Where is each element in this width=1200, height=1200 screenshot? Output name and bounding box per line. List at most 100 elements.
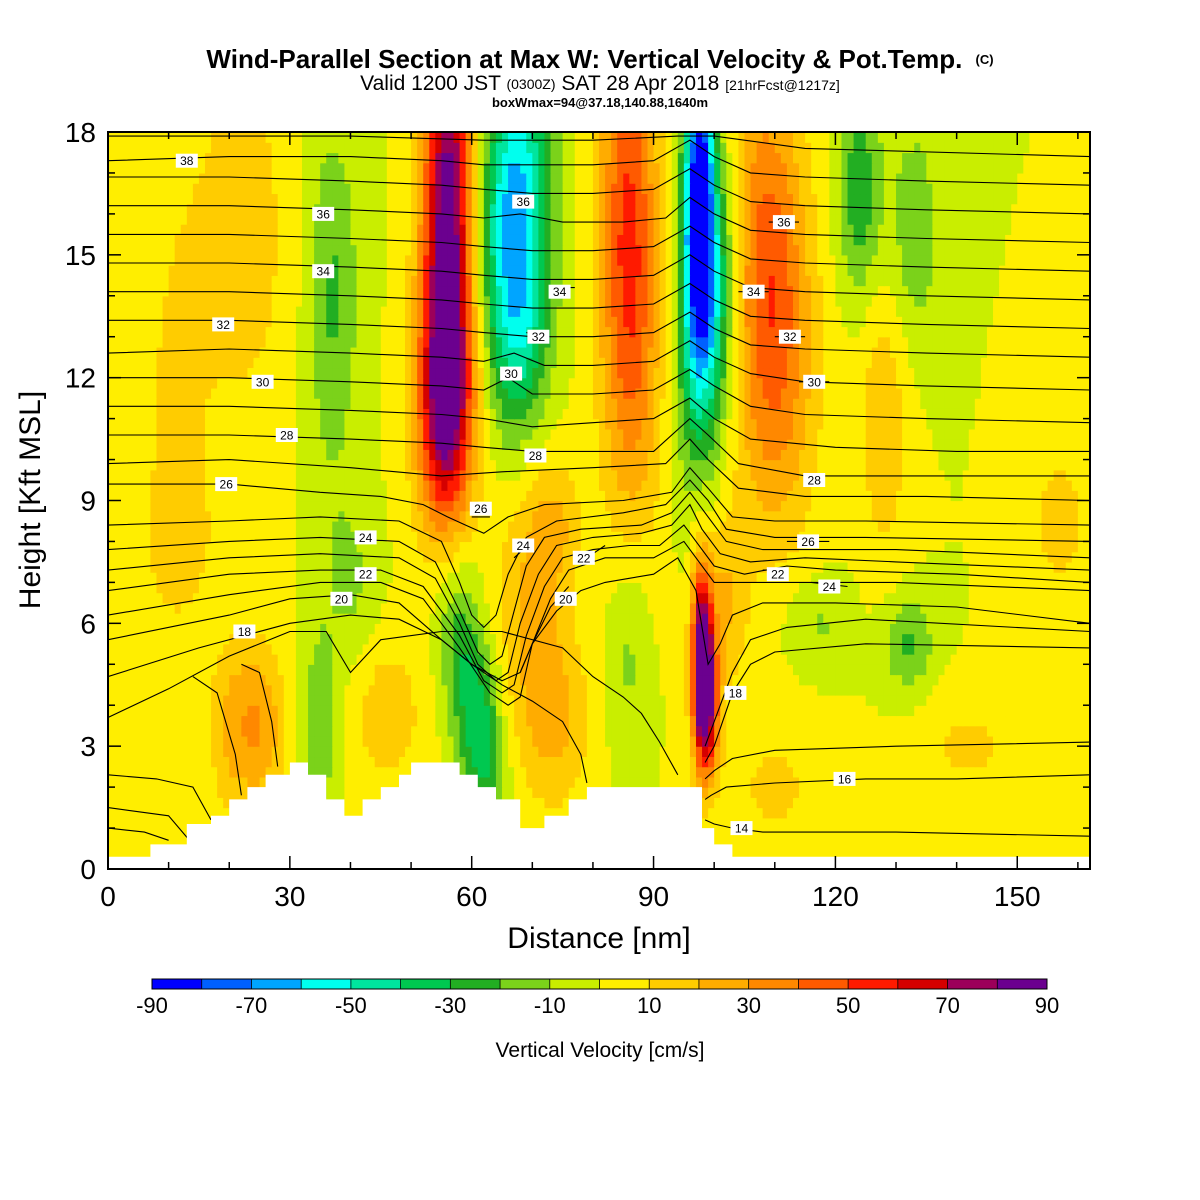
velocity-cell	[702, 572, 709, 583]
velocity-cell	[483, 623, 491, 635]
velocity-cell	[1023, 684, 1030, 696]
velocity-cell	[635, 766, 643, 778]
velocity-cell	[1005, 776, 1012, 788]
velocity-cell	[659, 756, 667, 768]
velocity-cell	[950, 694, 958, 706]
velocity-cell	[1047, 654, 1055, 665]
velocity-cell	[392, 633, 400, 645]
velocity-cell	[738, 664, 746, 676]
velocity-cell	[1083, 623, 1090, 635]
velocity-cell	[332, 746, 339, 758]
velocity-cell	[253, 582, 261, 594]
velocity-cell	[156, 746, 164, 758]
velocity-cell	[853, 787, 861, 798]
velocity-cell	[398, 715, 406, 727]
velocity-cell	[974, 735, 982, 747]
velocity-cell	[938, 838, 946, 850]
velocity-cell	[938, 848, 946, 860]
velocity-cell	[314, 725, 321, 737]
velocity-cell	[526, 664, 533, 676]
velocity-cell	[538, 623, 546, 635]
velocity-cell	[1053, 725, 1061, 737]
velocity-cell	[423, 633, 430, 645]
velocity-cell	[865, 592, 873, 604]
velocity-cell	[738, 725, 746, 737]
velocity-cell	[168, 746, 176, 758]
velocity-cell	[126, 848, 133, 860]
velocity-cell	[908, 602, 915, 614]
velocity-cell	[265, 592, 273, 604]
velocity-cell	[841, 725, 849, 737]
velocity-cell	[896, 797, 903, 809]
velocity-cell	[714, 592, 721, 604]
velocity-cell	[338, 715, 346, 727]
velocity-cell	[659, 582, 667, 594]
velocity-cell	[435, 551, 442, 563]
velocity-cell	[332, 561, 339, 573]
velocity-cell	[738, 715, 746, 727]
velocity-cell	[926, 766, 933, 778]
velocity-cell	[192, 756, 200, 768]
velocity-cell	[732, 664, 740, 676]
velocity-cell	[211, 674, 218, 686]
velocity-cell	[968, 848, 976, 860]
velocity-cell	[314, 715, 321, 727]
velocity-cell	[259, 551, 267, 563]
velocity-cell	[695, 561, 703, 573]
velocity-cell	[429, 756, 436, 768]
velocity-cell	[520, 684, 527, 696]
velocity-cell	[695, 643, 703, 655]
velocity-cell	[1065, 797, 1073, 809]
velocity-cell	[877, 551, 885, 563]
velocity-cell	[859, 746, 867, 758]
velocity-cell	[259, 613, 267, 624]
velocity-cell	[774, 735, 782, 747]
velocity-cell	[574, 613, 582, 624]
velocity-cell	[865, 746, 873, 758]
velocity-cell	[865, 838, 873, 850]
velocity-cell	[962, 623, 970, 635]
velocity-cell	[641, 715, 649, 727]
velocity-cell	[532, 766, 539, 778]
velocity-cell	[447, 756, 455, 768]
velocity-cell	[574, 694, 582, 706]
velocity-cell	[108, 582, 115, 594]
velocity-cell	[241, 756, 249, 768]
velocity-cell	[823, 828, 830, 839]
velocity-cell	[611, 756, 618, 768]
velocity-cell	[877, 756, 885, 768]
velocity-cell	[853, 828, 861, 839]
velocity-cell	[683, 623, 691, 635]
velocity-cell	[823, 725, 830, 737]
velocity-cell	[1047, 838, 1055, 850]
velocity-cell	[271, 602, 279, 614]
velocity-cell	[301, 735, 309, 747]
velocity-cell	[198, 694, 206, 706]
velocity-cell	[241, 582, 249, 594]
velocity-cell	[526, 797, 533, 809]
velocity-cell	[538, 776, 546, 788]
velocity-cell	[853, 674, 861, 686]
velocity-cell	[368, 654, 376, 665]
velocity-cell	[592, 684, 600, 696]
velocity-cell	[471, 766, 479, 778]
velocity-cell	[653, 746, 661, 758]
velocity-cell	[695, 613, 703, 624]
velocity-cell	[805, 694, 812, 706]
velocity-cell	[1017, 613, 1024, 624]
velocity-cell	[732, 602, 740, 614]
velocity-cell	[538, 643, 546, 655]
velocity-cell	[1029, 725, 1037, 737]
velocity-cell	[174, 787, 182, 798]
velocity-cell	[592, 715, 600, 727]
velocity-cell	[968, 817, 976, 829]
velocity-cell	[204, 643, 212, 655]
velocity-cell	[708, 664, 715, 676]
velocity-cell	[653, 623, 661, 635]
velocity-cell	[277, 572, 285, 583]
velocity-cell	[908, 561, 915, 573]
velocity-cell	[896, 725, 903, 737]
velocity-cell	[1059, 715, 1067, 727]
velocity-cell	[768, 592, 776, 604]
velocity-cell	[1083, 766, 1090, 778]
